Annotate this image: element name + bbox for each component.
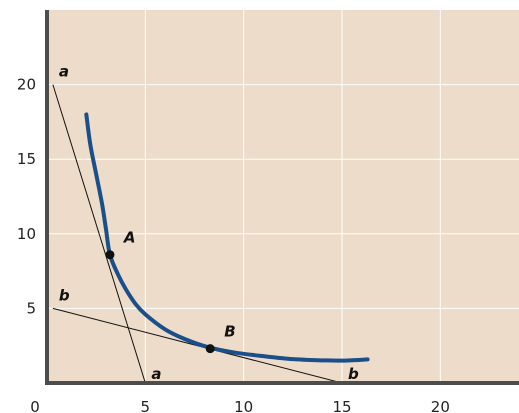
point-label-A: A bbox=[123, 229, 136, 247]
plot-background bbox=[47, 10, 519, 383]
budget-line-a-0 bbox=[52, 84, 146, 384]
point-A bbox=[105, 250, 115, 260]
y-tick-label-10: 10 bbox=[17, 225, 36, 243]
point-label-B: B bbox=[224, 323, 235, 341]
point-B bbox=[205, 344, 215, 354]
y-tick-label-5: 5 bbox=[26, 299, 36, 317]
tangency-points bbox=[105, 250, 215, 354]
x-tick-label-20: 20 bbox=[431, 398, 450, 413]
line-start-label-1: b bbox=[59, 286, 70, 304]
line-end-label-1: b bbox=[348, 365, 359, 383]
y-tick-label-15: 15 bbox=[17, 150, 36, 168]
x-tick-label-5: 5 bbox=[141, 398, 151, 413]
x-tick-label-15: 15 bbox=[332, 398, 351, 413]
indifference-curve bbox=[84, 112, 370, 363]
axes bbox=[45, 10, 519, 385]
line-end-label-0: a bbox=[151, 365, 161, 383]
line-start-label-0: a bbox=[59, 63, 69, 81]
indifference-curve-path-0 bbox=[84, 112, 370, 363]
chart-labels: a a b b 0 5 10 15 20 5 10 15 20 A B bbox=[17, 63, 450, 413]
x-tick-label-10: 10 bbox=[234, 398, 253, 413]
x-tick-label-0: 0 bbox=[30, 398, 40, 413]
grid bbox=[47, 10, 519, 383]
y-tick-label-20: 20 bbox=[17, 76, 36, 94]
